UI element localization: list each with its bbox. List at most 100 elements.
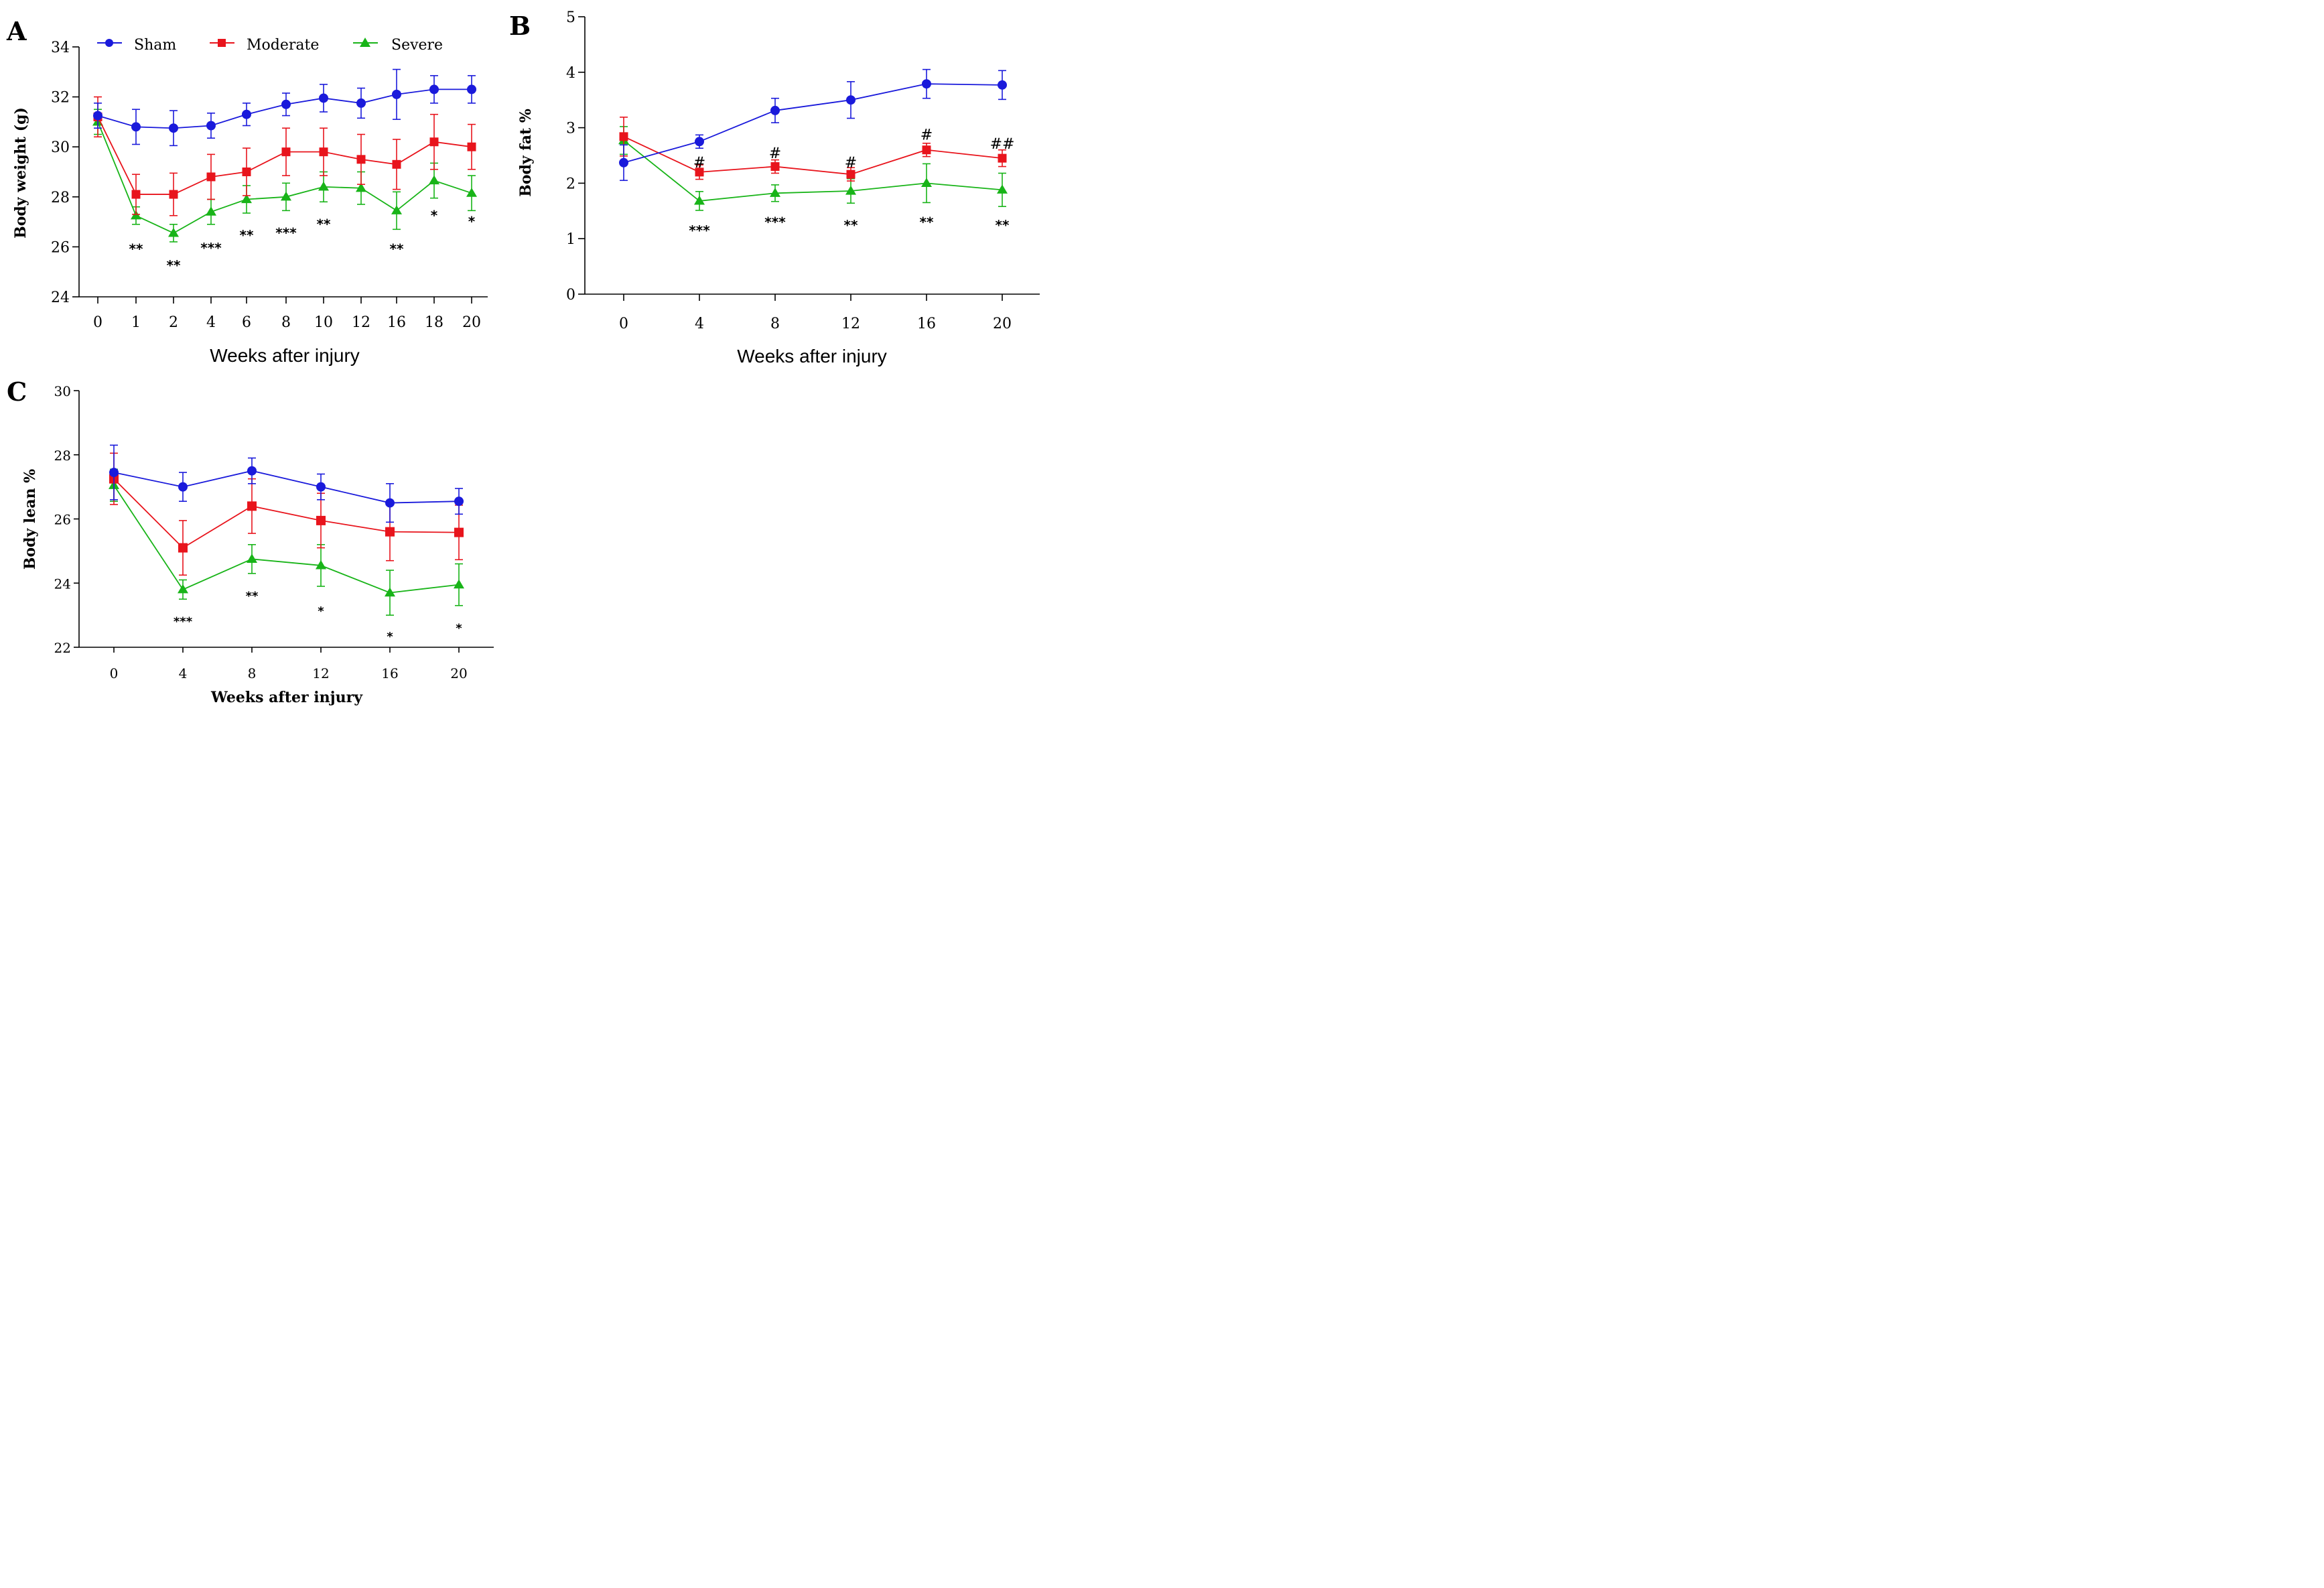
panel-a-point-sham — [131, 122, 141, 132]
legend-marker-moderate — [218, 39, 226, 47]
panel-letter-a: A — [6, 16, 27, 46]
panel-b-point-moderate — [619, 132, 628, 141]
panel-a-significance-label: ** — [240, 227, 254, 243]
panel-a-point-sham — [206, 121, 216, 131]
panel-c-series-moderate — [109, 452, 464, 576]
panel-b-x-tick-label: 16 — [917, 316, 936, 332]
panel-a-point-moderate — [169, 190, 178, 199]
panel-b-x-tick-label: 8 — [770, 316, 780, 332]
panel-a: A Body weight (g) Weeks after injury Sha… — [6, 16, 488, 366]
panel-a-point-severe — [168, 227, 179, 237]
panel-c-significance-label: *** — [174, 615, 193, 629]
panel-c-line-severe — [113, 484, 460, 594]
panel-c-point-moderate — [385, 527, 395, 537]
panel-c-x-axis-title: Weeks after injury — [210, 689, 363, 706]
panel-c-x-tick-label: 4 — [179, 665, 188, 681]
legend-label-moderate: Moderate — [247, 37, 319, 54]
panel-b-point-moderate — [770, 162, 780, 172]
panel-c-point-severe — [454, 579, 464, 589]
panel-c-point-sham — [316, 482, 326, 492]
panel-letter-c: C — [7, 377, 27, 407]
panel-a-x-tick-label: 8 — [281, 314, 291, 331]
panel-a-point-severe — [241, 194, 252, 204]
panel-b-y-tick-label: 1 — [566, 231, 575, 248]
panel-a-x-tick-label: 16 — [387, 314, 406, 331]
panel-b-line-severe — [623, 139, 1003, 202]
panel-a-significance-label: *** — [275, 224, 297, 241]
panel-c-point-sham — [385, 498, 395, 508]
panel-b-point-sham — [770, 105, 780, 115]
panel-c-point-moderate — [178, 543, 188, 553]
panel-b-point-severe — [845, 185, 856, 195]
panel-a-x-tick-label: 12 — [352, 314, 370, 331]
panel-b-y-tick-label: 5 — [566, 9, 575, 26]
panel-b-line-sham — [623, 83, 1003, 163]
panel-a-point-sham — [281, 99, 291, 109]
panel-c-series-sham — [109, 444, 464, 523]
panel-c-line-moderate — [113, 478, 460, 549]
panel-a-point-moderate — [242, 168, 251, 176]
legend-marker-severe — [360, 38, 370, 47]
panel-a-point-severe — [356, 182, 366, 192]
panel-a-significance-label: * — [431, 207, 438, 223]
panel-b-hash-label: # — [693, 155, 705, 172]
panel-a-significance-label: ** — [167, 257, 181, 273]
panel-c-y-tick-label: 24 — [54, 576, 71, 592]
panel-c-point-sham — [109, 468, 119, 478]
panel-b-point-moderate — [998, 153, 1007, 163]
panel-a-y-tick-label: 34 — [51, 40, 70, 56]
panel-a-point-sham — [169, 123, 178, 133]
panel-a-significance-label: ** — [129, 241, 143, 257]
legend-entry-sham: Sham — [97, 37, 176, 54]
panel-b-point-moderate — [846, 170, 856, 179]
panel-a-x-tick-label: 10 — [314, 314, 333, 331]
panel-c-y-tick-label: 30 — [54, 383, 71, 399]
panel-c-y-tick-label: 28 — [54, 448, 71, 464]
panel-b-series-moderate — [619, 117, 1007, 182]
panel-c-point-sham — [454, 497, 464, 507]
panel-b-point-sham — [846, 95, 856, 105]
panel-b-point-sham — [695, 137, 704, 147]
panel-c-line-sham — [113, 470, 460, 504]
panel-b-hash-label: # — [920, 127, 933, 144]
panel-a-point-severe — [206, 206, 216, 216]
panel-b-x-tick-label: 0 — [619, 316, 628, 332]
panel-b-point-moderate — [695, 168, 704, 177]
panel-b-point-severe — [694, 195, 705, 205]
panel-b-point-sham — [998, 80, 1007, 90]
panel-c-point-moderate — [316, 515, 326, 525]
panel-b-hash-label: # — [769, 145, 781, 162]
panel-a-point-severe — [466, 188, 477, 197]
panel-c-point-sham — [178, 482, 188, 492]
panel-c-x-tick-label: 12 — [312, 665, 329, 681]
panel-c-significance-label: ** — [246, 590, 259, 604]
panel-letter-b: B — [509, 11, 531, 41]
panel-a-x-tick-label: 6 — [242, 314, 251, 331]
panel-b-x-tick-label: 12 — [841, 316, 860, 332]
panel-a-point-moderate — [206, 172, 216, 182]
panel-b-hash-label: ## — [990, 136, 1015, 153]
panel-b-significance-label: ** — [920, 214, 934, 230]
panel-b-series-sham — [619, 68, 1007, 182]
panel-c-point-sham — [247, 466, 257, 476]
panel-a-x-tick-label: 2 — [169, 314, 178, 331]
panel-b-point-sham — [619, 157, 628, 168]
panel-c-y-tick-label: 22 — [54, 640, 71, 656]
panel-b-y-tick-label: 2 — [566, 176, 575, 192]
panel-a-point-moderate — [429, 137, 439, 147]
panel-a-point-severe — [429, 175, 439, 185]
panel-a-significance-label: ** — [390, 241, 404, 257]
panel-a-y-tick-label: 32 — [51, 90, 70, 107]
legend-label-sham: Sham — [134, 37, 176, 54]
panel-b-series-severe — [618, 126, 1008, 211]
panel-c: C Body lean % Weeks after injury 22 24 26 2… — [7, 377, 494, 706]
panel-b-point-severe — [997, 184, 1008, 194]
panel-a-line-severe — [97, 121, 472, 234]
panel-b-line-moderate — [623, 136, 1003, 176]
panel-b-x-tick-label: 4 — [695, 316, 704, 332]
panel-a-y-axis-title: Body weight (g) — [12, 107, 29, 239]
panel-b-point-severe — [770, 188, 780, 197]
panel-a-point-moderate — [392, 159, 401, 169]
panel-b-point-severe — [921, 178, 932, 187]
